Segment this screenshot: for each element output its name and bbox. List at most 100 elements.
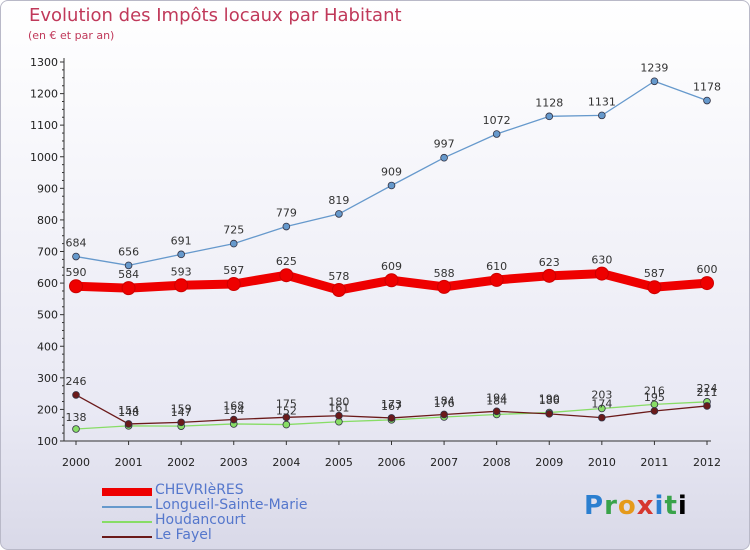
data-point [174,278,189,293]
data-label: 588 [434,267,455,280]
chart-title: Evolution des Impôts locaux par Habitant [29,5,402,26]
y-tick-label: 900 [37,182,58,195]
data-point [72,252,80,261]
data-label: 725 [223,224,244,237]
data-label: 909 [381,165,402,178]
data-point [282,222,291,231]
y-tick-label: 300 [37,372,58,385]
data-label: 684 [66,237,87,250]
x-tick-label: 2001 [115,456,143,469]
x-tick-label: 2009 [535,456,563,469]
data-point [282,413,291,422]
x-tick-label: 2005 [325,456,353,469]
data-point [69,279,83,294]
data-label: 1131 [588,95,616,108]
legend-swatch-longueil [102,506,152,508]
y-tick-label: 1200 [30,88,58,101]
data-label: 173 [381,398,402,411]
data-label: 154 [118,404,139,417]
x-tick-label: 2000 [62,456,90,469]
data-point [72,391,80,399]
data-label: 1239 [640,61,668,74]
data-label: 779 [276,207,297,220]
legend-swatch-chevrieres [102,488,152,496]
x-tick-label: 2011 [640,456,668,469]
data-label: 152 [276,405,297,418]
data-label: 656 [118,245,139,258]
data-label: 610 [486,260,507,273]
data-label: 1072 [483,114,511,127]
data-point [124,420,133,428]
data-label: 597 [223,264,244,277]
data-point [177,250,185,259]
data-label: 190 [539,393,560,406]
chart-subtitle: (en € et par an) [28,29,115,42]
data-point [650,77,659,86]
data-point [335,210,343,218]
data-point [703,96,711,105]
data-label: 1178 [693,81,721,94]
legend-label: Longueil-Sainte-Marie [155,497,308,513]
data-label: 578 [328,270,349,283]
data-point [437,279,452,294]
legend-label: CHEVRIèRES [155,482,244,498]
x-tick-label: 2007 [430,456,458,469]
data-label: 148 [118,406,139,419]
data-label: 997 [434,138,455,151]
data-point [594,266,609,281]
data-label: 587 [644,267,665,280]
data-label: 590 [66,266,87,279]
data-point [492,130,501,138]
data-label: 167 [381,400,402,413]
data-point [229,415,238,424]
logo-letter: P [584,491,605,521]
x-tick-label: 2003 [220,456,248,469]
logo-letter: o [617,491,637,521]
logo-letter: t [664,491,678,521]
data-label: 600 [697,263,718,276]
data-label: 184 [434,394,455,407]
data-point [226,277,241,292]
data-label: 593 [171,265,192,278]
data-label: 211 [697,386,718,399]
y-tick-label: 800 [37,214,58,227]
data-point [700,276,714,291]
legend-swatch-le-fayel [102,536,152,538]
x-tick-label: 2008 [483,456,511,469]
data-label: 584 [118,268,139,281]
data-label: 168 [223,400,244,413]
data-point [440,410,448,419]
data-point [545,112,554,121]
data-point [647,280,662,295]
data-point [72,425,80,433]
y-tick-label: 600 [37,277,58,290]
data-point [598,111,606,120]
proxiti-logo: Proxiti [584,491,688,521]
data-label: 625 [276,255,297,268]
x-tick-label: 2012 [693,456,721,469]
data-label: 691 [171,234,192,247]
data-point [545,410,554,418]
data-label: 194 [486,391,507,404]
data-label: 203 [591,388,612,401]
y-tick-label: 100 [37,435,58,448]
data-point [121,281,136,296]
data-label: 224 [697,382,718,395]
data-point [492,407,501,416]
data-point [703,402,711,410]
data-label: 161 [328,402,349,415]
data-label: 175 [276,397,297,410]
data-label: 147 [171,406,192,419]
y-tick-label: 1100 [30,119,58,132]
data-point [279,268,294,283]
y-tick-label: 1300 [30,56,58,69]
data-point [124,261,133,270]
data-label: 176 [434,397,455,410]
data-point [335,411,343,420]
logo-letter: x [636,491,655,521]
y-tick-label: 700 [37,246,58,259]
data-point [650,407,659,415]
data-label: 186 [539,394,560,407]
